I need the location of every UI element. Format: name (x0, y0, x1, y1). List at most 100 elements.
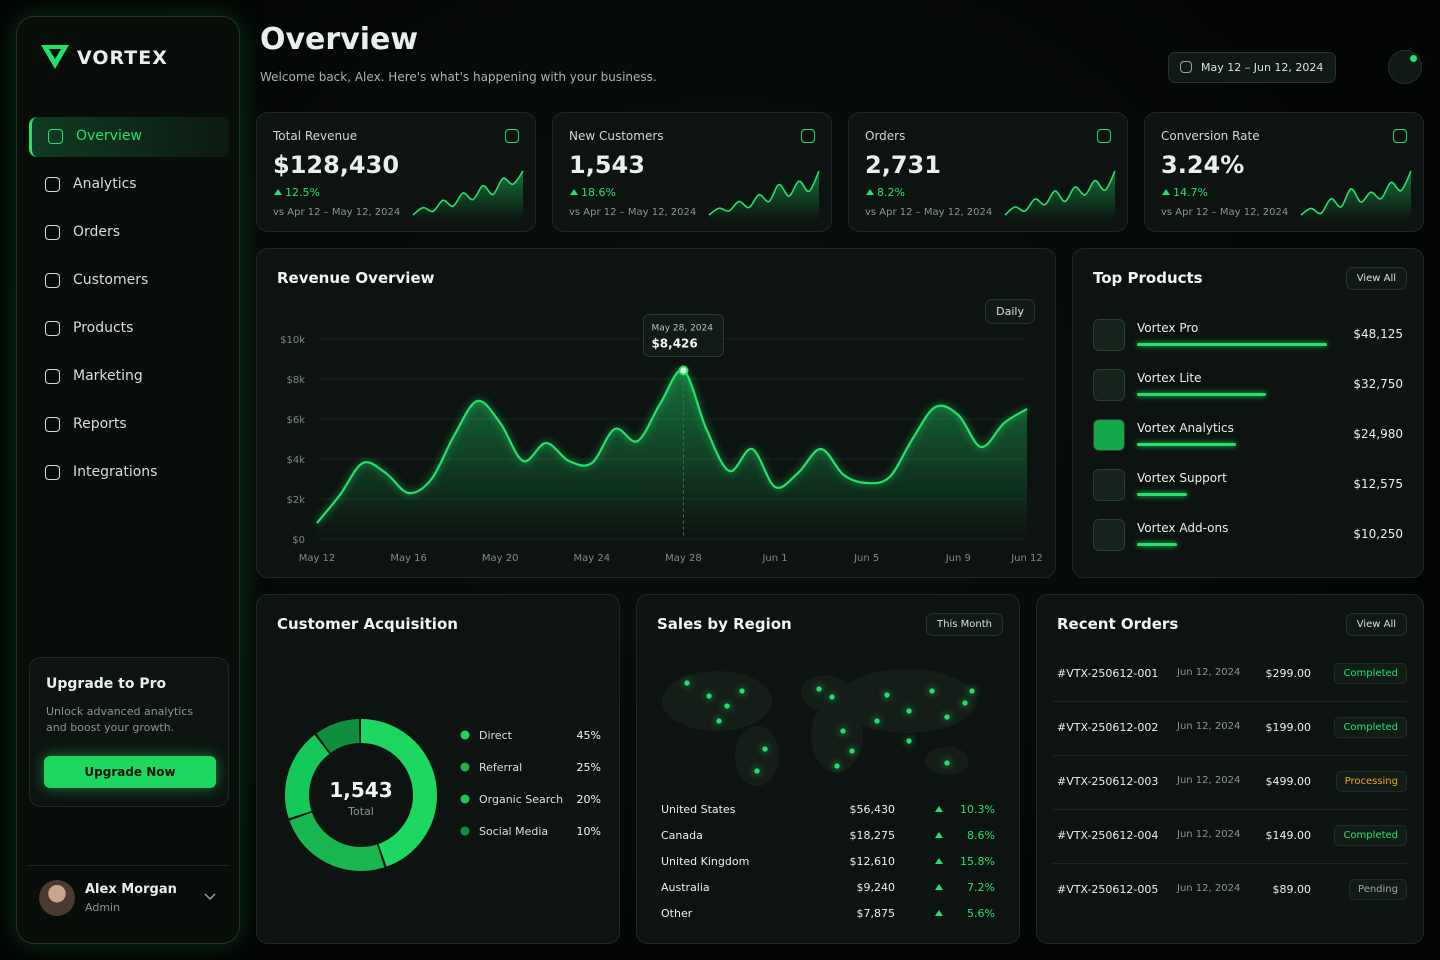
kpi-card: New Customers 1,543 18.6% vs Apr 12 – May 1… (552, 112, 832, 232)
up-arrow (866, 189, 874, 195)
notifications[interactable] (1388, 50, 1422, 84)
legend-dot (460, 762, 470, 772)
order-row[interactable]: #VTX-250612-004 Jun 12, 2024 $149.00 Comple… (1037, 823, 1423, 851)
nav-item[interactable]: Orders (29, 213, 229, 253)
nav-item[interactable]: Reports (29, 405, 229, 445)
view-all-button[interactable]: View All (1345, 267, 1407, 290)
kpi-period: vs Apr 12 – May 12, 2024 (569, 207, 697, 218)
product-icon (1093, 369, 1125, 401)
period-label: This Month (937, 619, 992, 630)
legend-label: Organic Search (479, 793, 563, 806)
logo-shape (41, 45, 69, 69)
region-change: 10.3% (960, 803, 995, 816)
kpi-label: Total Revenue (273, 129, 358, 143)
card-title: Customer Acquisition (277, 615, 458, 633)
sparkline-area (709, 171, 819, 221)
region-glow (829, 694, 835, 700)
legend-dot (460, 794, 470, 804)
region-glow (884, 692, 890, 698)
upgrade-button[interactable]: Upgrade Now (44, 756, 216, 788)
product-value: $10,250 (1353, 527, 1403, 541)
kpi-period: vs Apr 12 – May 12, 2024 (273, 207, 401, 218)
user-menu[interactable]: Alex Morgan Admin (29, 865, 229, 926)
up-arrow (935, 806, 943, 812)
nav-icon (45, 369, 60, 384)
row-separator (1053, 755, 1407, 756)
nav-item[interactable]: Analytics (29, 165, 229, 205)
kpi-icon (801, 129, 815, 143)
product-bar (1137, 493, 1187, 496)
sparkline-area (1005, 171, 1115, 221)
card-title: Recent Orders (1057, 615, 1179, 633)
order-row[interactable]: #VTX-250612-005 Jun 12, 2024 $89.00 Pending (1037, 877, 1423, 905)
regions-card: Sales by Region This Month United States $5… (636, 594, 1020, 944)
legend-label: Referral (479, 761, 522, 774)
card-title: Sales by Region (657, 615, 792, 633)
order-row[interactable]: #VTX-250612-002 Jun 12, 2024 $199.00 Comple… (1037, 715, 1423, 743)
row-separator (1053, 701, 1407, 702)
row-separator (1053, 863, 1407, 864)
nav-item[interactable]: Products (29, 309, 229, 349)
kpi-card: Total Revenue $128,430 12.5% vs Apr 12 – Ma… (256, 112, 536, 232)
nav-icon (45, 321, 60, 336)
nav-item[interactable]: Integrations (29, 453, 229, 493)
order-row[interactable]: #VTX-250612-003 Jun 12, 2024 $499.00 Proces… (1037, 769, 1423, 797)
kpi-icon (1393, 129, 1407, 143)
region-glow (739, 688, 745, 694)
view-all-button[interactable]: View All (1345, 613, 1407, 636)
region-glow (816, 686, 822, 692)
sidebar: VORTEX Overview Analytics Orders Customers Pr… (16, 16, 240, 944)
region-name: Canada (661, 829, 703, 842)
date-picker[interactable]: May 12 – Jun 12, 2024 (1168, 52, 1337, 83)
donut-segment (285, 719, 437, 871)
region-amount: $56,430 (849, 803, 896, 816)
sparkline (412, 170, 524, 221)
nav-item[interactable]: Marketing (29, 357, 229, 397)
continent (837, 669, 977, 733)
x-tick-label: May 20 (482, 553, 519, 564)
sparkline-line (708, 170, 820, 216)
order-id: #VTX-250612-003 (1057, 775, 1159, 788)
kpi-change: 18.6% (581, 186, 616, 199)
product-value: $12,575 (1353, 477, 1403, 491)
page-subtitle: Welcome back, Alex. Here's what's happen… (260, 70, 657, 84)
period-select[interactable]: This Month (926, 613, 1003, 636)
region-glow (944, 760, 950, 766)
nav-label: Customers (73, 272, 149, 288)
x-tick-label: Jun 12 (1010, 553, 1043, 564)
revenue-line (316, 369, 1028, 524)
granularity-label: Daily (996, 305, 1024, 318)
granularity-select[interactable]: Daily (985, 299, 1035, 324)
y-tick-label: $0 (292, 535, 305, 546)
region-name: Other (661, 907, 693, 920)
upgrade-button-label: Upgrade Now (84, 765, 176, 779)
nav-item[interactable]: Customers (29, 261, 229, 301)
sparkline (708, 170, 820, 221)
order-row[interactable]: #VTX-250612-001 Jun 12, 2024 $299.00 Comple… (1037, 661, 1423, 689)
region-glow (684, 680, 690, 686)
chart-title: Revenue Overview (277, 269, 435, 287)
product-value: $48,125 (1353, 327, 1403, 341)
nav-item[interactable]: Overview (29, 117, 229, 157)
up-arrow (935, 832, 943, 838)
revenue-area (317, 369, 1027, 539)
up-arrow (1162, 189, 1170, 195)
kpi-label: Orders (865, 129, 906, 143)
kpi-icon (1097, 129, 1111, 143)
region-change: 5.6% (967, 907, 995, 920)
world-map (662, 669, 977, 786)
product-icon (1093, 419, 1125, 451)
region-glow (906, 738, 912, 744)
user-name: Alex Morgan (85, 882, 177, 897)
x-tick-label: May 28 (665, 553, 702, 564)
nav-label: Analytics (73, 176, 137, 192)
status-badge: Completed (1334, 825, 1407, 846)
nav-label: Integrations (73, 464, 158, 480)
status-badge: Processing (1335, 771, 1407, 792)
region-amount: $7,875 (856, 907, 896, 920)
up-arrow (935, 910, 943, 916)
product-value: $32,750 (1353, 377, 1403, 391)
notification-dot (1410, 55, 1417, 62)
date-range: May 12 – Jun 12, 2024 (1201, 61, 1324, 74)
continent (662, 671, 772, 731)
